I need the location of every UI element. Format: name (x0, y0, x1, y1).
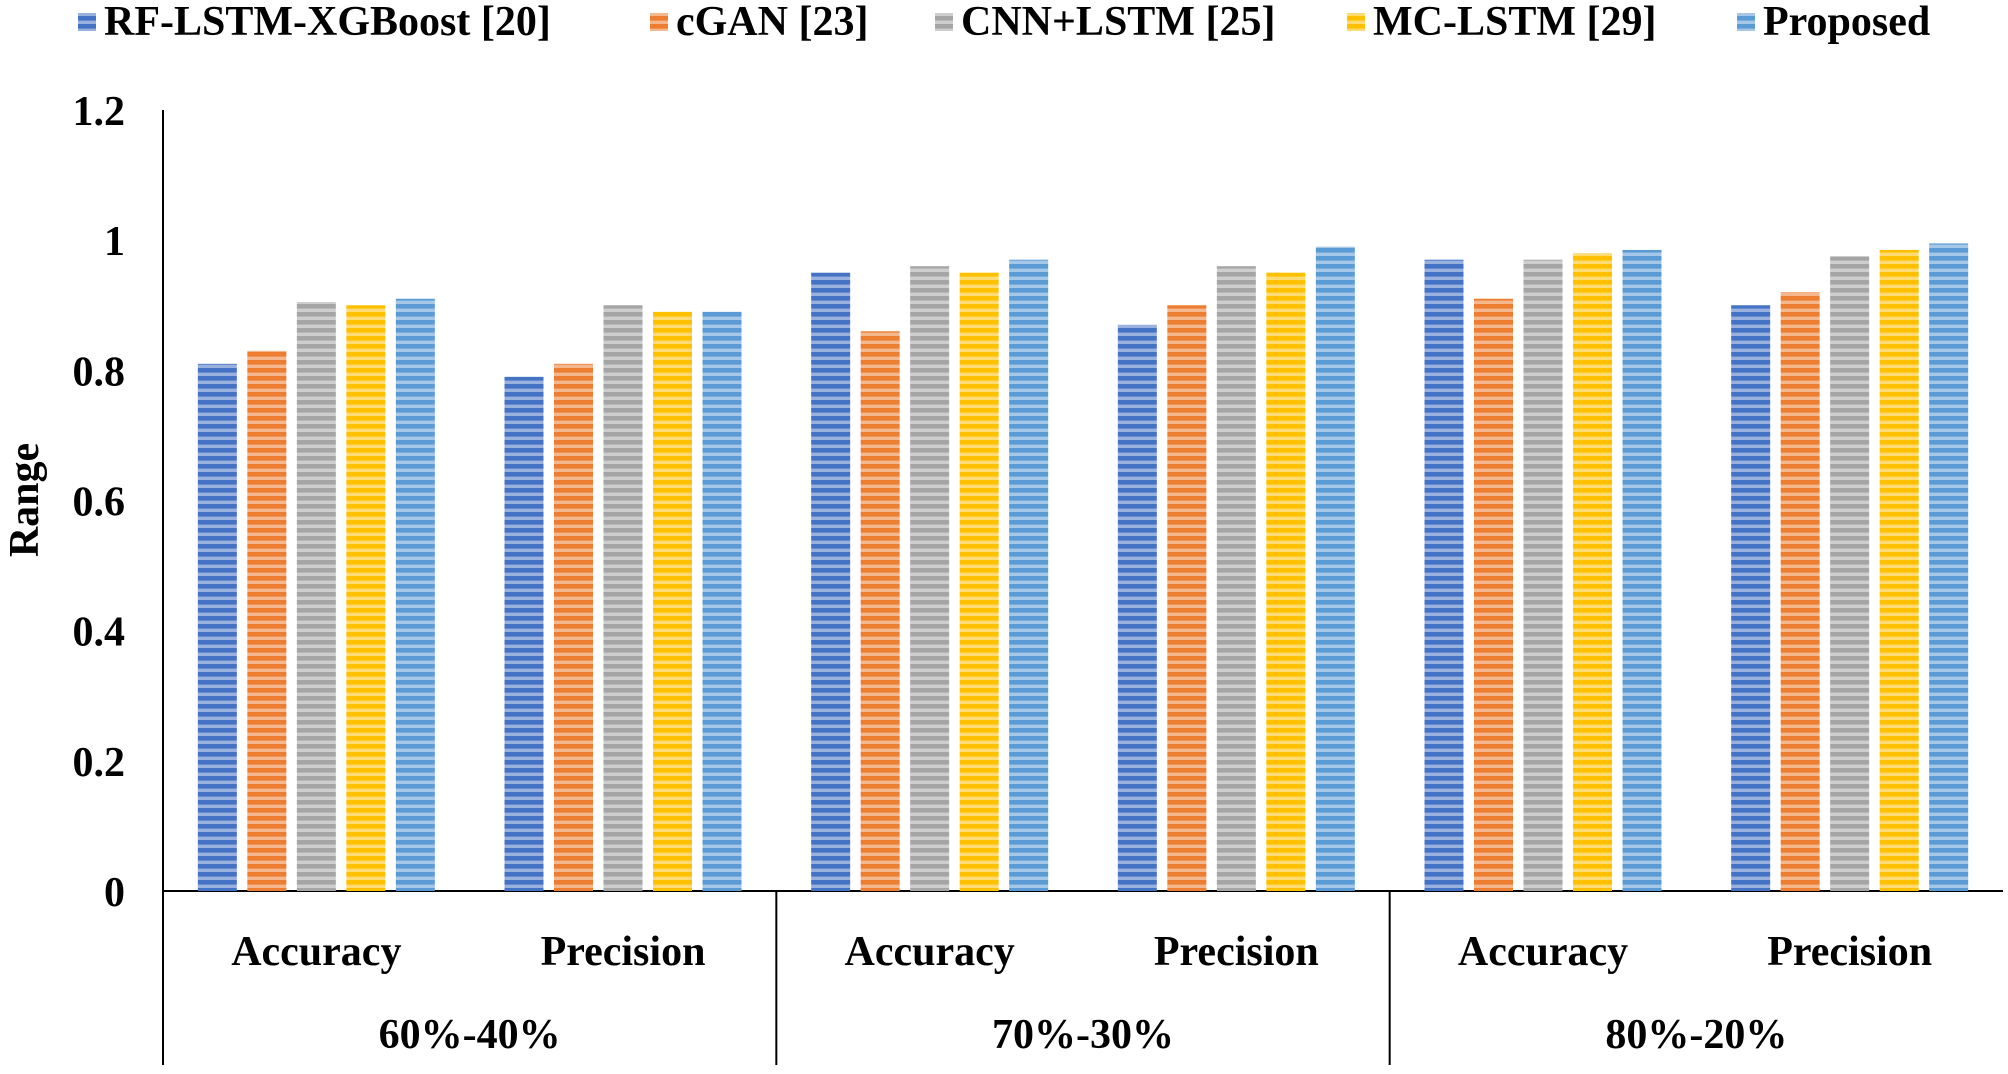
bar-mc-lstm-29-5 (1879, 249, 1919, 891)
y-tick-label: 1 (104, 219, 125, 265)
bar-mc-lstm-29-4 (1573, 253, 1612, 891)
bar-rf-lstm-xgboost-20-0 (197, 363, 237, 891)
bar-proposed-2 (1009, 259, 1049, 892)
y-tick-label: 0.2 (73, 740, 126, 786)
bar-cgan-23-4 (1474, 298, 1513, 891)
legend-label: cGAN [23] (676, 0, 868, 45)
bar-cgan-23-3 (1167, 305, 1207, 891)
category-labels: Accuracy Precision Accuracy Precision Accura… (231, 929, 1932, 1058)
y-tick-label: 0.6 (73, 480, 126, 526)
legend-label: RF-LSTM-XGBoost [20] (104, 0, 551, 45)
legend-swatch (650, 13, 668, 31)
bar-cnn-lstm-25-2 (910, 266, 950, 891)
bar-rf-lstm-xgboost-20-1 (504, 376, 544, 891)
bar-mc-lstm-29-3 (1266, 272, 1306, 891)
x-tick-label-precision: Precision (541, 929, 706, 975)
y-tick-label: 0 (104, 870, 125, 916)
bar-rf-lstm-xgboost-20-4 (1424, 259, 1464, 892)
legend: RF-LSTM-XGBoost [20] cGAN [23] CNN+LSTM [2… (78, 0, 1930, 45)
legend-item-proposed: Proposed (1737, 0, 1930, 45)
legend-label: CNN+LSTM [25] (961, 0, 1275, 45)
x-tick-label-accuracy: Accuracy (231, 929, 401, 975)
bar-proposed-5 (1929, 243, 1969, 891)
bar-cnn-lstm-25-0 (296, 301, 336, 891)
bar-cgan-23-5 (1780, 292, 1820, 891)
x-tick-label-precision: Precision (1154, 929, 1319, 975)
legend-swatch (1347, 13, 1365, 31)
bar-proposed-4 (1622, 249, 1662, 891)
bar-cgan-23-2 (860, 331, 900, 891)
bar-cnn-lstm-25-5 (1830, 256, 1870, 891)
group-label-1: 70%-30% (992, 1012, 1174, 1058)
legend-swatch (935, 13, 953, 31)
y-tick-label: 0.8 (73, 349, 126, 395)
bar-mc-lstm-29-1 (653, 311, 692, 892)
legend-label: Proposed (1763, 0, 1930, 45)
bar-cgan-23-0 (247, 350, 287, 891)
y-tick-label: 1.2 (73, 89, 126, 135)
legend-swatch (1737, 13, 1755, 31)
bar-cnn-lstm-25-3 (1216, 266, 1256, 891)
axes: 0 0.2 0.4 0.6 0.8 1 1.2 Range (2, 89, 2003, 1065)
group-label-0: 60%-40% (379, 1012, 561, 1058)
legend-item-mc-lstm-29: MC-LSTM [29] (1347, 0, 1656, 45)
bar-cgan-23-1 (554, 363, 593, 891)
bar-rf-lstm-xgboost-20-5 (1731, 305, 1771, 891)
bar-mc-lstm-29-2 (959, 272, 999, 891)
bar-rf-lstm-xgboost-20-2 (811, 272, 851, 891)
x-tick-label-accuracy: Accuracy (845, 929, 1015, 975)
bar-cnn-lstm-25-4 (1523, 259, 1563, 892)
bar-proposed-3 (1315, 246, 1355, 892)
y-tick-label: 0.4 (73, 610, 126, 656)
legend-item-cgan-23: cGAN [23] (650, 0, 868, 45)
x-tick-label-accuracy: Accuracy (1458, 929, 1628, 975)
bars (197, 243, 1969, 892)
legend-item-rf-lstm-xgboost-20: RF-LSTM-XGBoost [20] (78, 0, 551, 45)
legend-label: MC-LSTM [29] (1373, 0, 1656, 45)
bar-proposed-1 (702, 311, 742, 892)
y-axis-label: Range (2, 443, 48, 557)
group-label-2: 80%-20% (1605, 1012, 1787, 1058)
bar-rf-lstm-xgboost-20-3 (1117, 324, 1157, 891)
bar-proposed-0 (395, 298, 435, 891)
legend-swatch (78, 13, 96, 31)
x-tick-label-precision: Precision (1767, 929, 1932, 975)
legend-item-cnn-lstm-25: CNN+LSTM [25] (935, 0, 1275, 45)
bar-mc-lstm-29-0 (346, 305, 386, 891)
bar-cnn-lstm-25-1 (603, 305, 643, 891)
